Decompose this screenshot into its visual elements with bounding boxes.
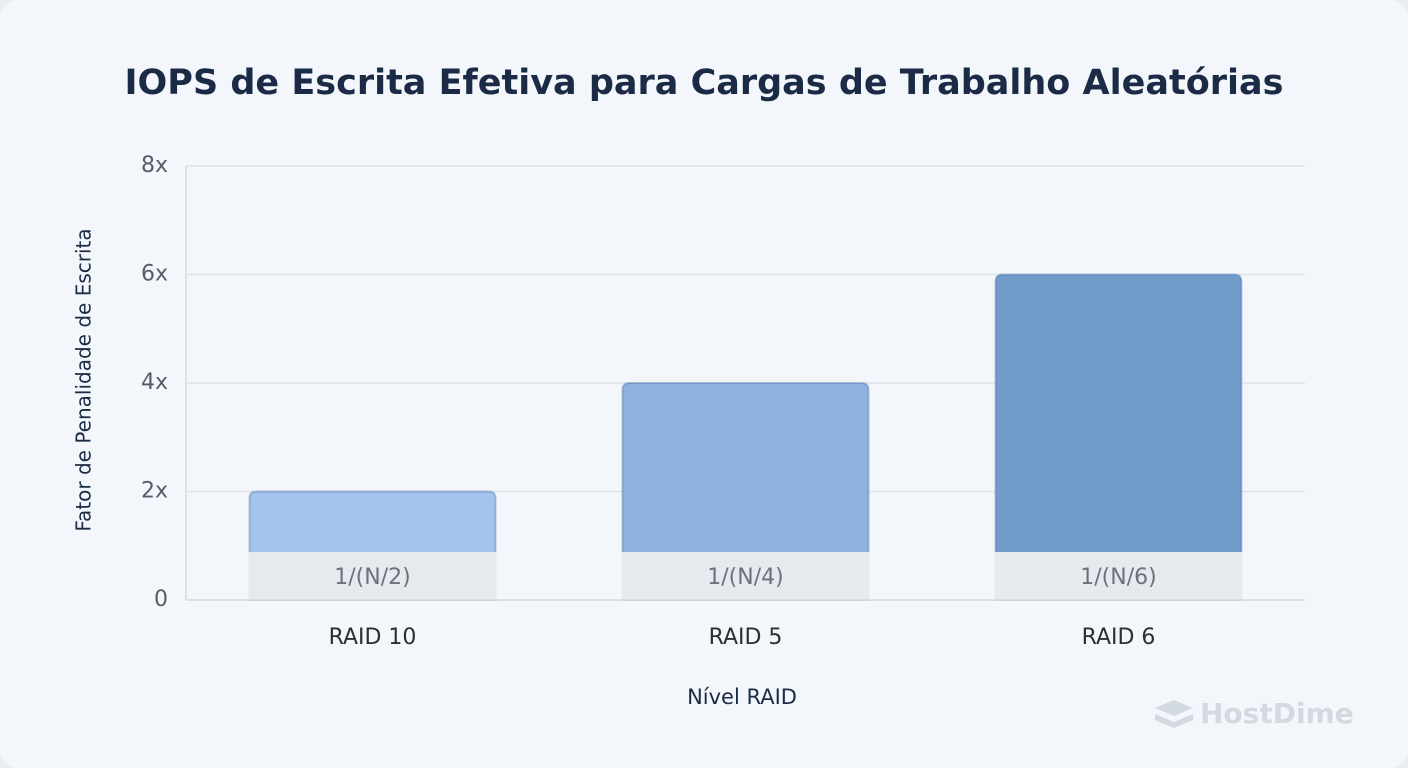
watermark: HostDime	[1155, 697, 1354, 730]
bar-base	[621, 552, 870, 600]
y-tick-label: 0	[154, 587, 168, 612]
bar	[621, 382, 870, 601]
chart-title: IOPS de Escrita Efetiva para Cargas de T…	[125, 63, 1284, 103]
watermark-text: HostDime	[1200, 697, 1354, 730]
y-tick-label: 6x	[141, 262, 168, 287]
x-tick-label: RAID 6	[1082, 625, 1156, 650]
x-tick-label: RAID 10	[329, 625, 417, 650]
y-tick-label: 4x	[141, 370, 168, 395]
bar	[994, 273, 1243, 601]
bar-base	[248, 552, 497, 600]
bar-annotation: 1/(N/4)	[707, 565, 783, 590]
y-tick-label: 2x	[141, 479, 168, 504]
watermark-icon	[1155, 700, 1193, 728]
bar-annotation: 1/(N/6)	[1080, 565, 1156, 590]
x-tick-label: RAID 5	[709, 625, 783, 650]
y-tick-label: 8x	[141, 153, 168, 178]
y-axis-label: Fator de Penalidade de Escrita	[72, 228, 96, 531]
x-axis-label: Nível RAID	[687, 685, 797, 709]
bar-annotation: 1/(N/2)	[334, 565, 410, 590]
bar-base	[994, 552, 1243, 600]
